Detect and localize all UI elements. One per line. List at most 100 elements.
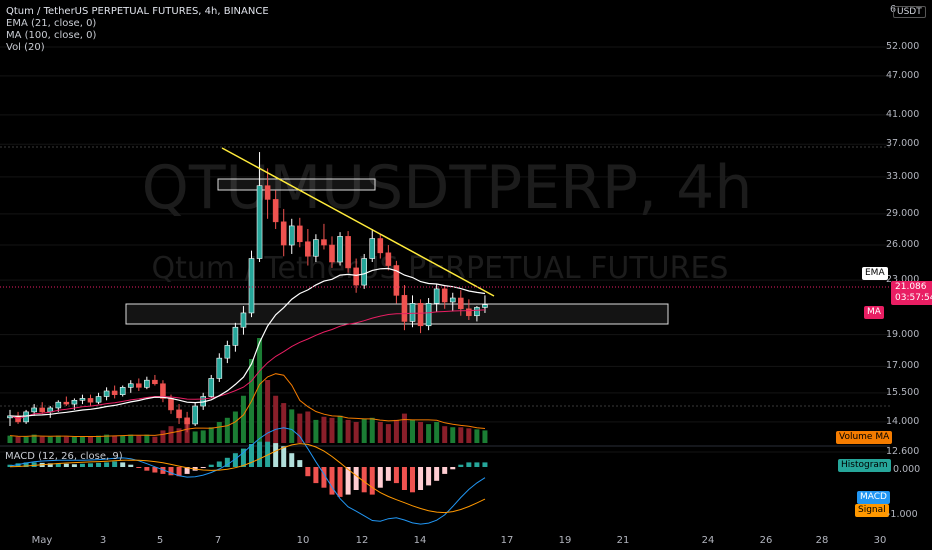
symbol-title[interactable]: Qtum / TetherUS PERPETUAL FUTURES, 4h, B…	[6, 6, 269, 17]
macd-histogram-bar	[393, 467, 399, 484]
macd-histogram-bar	[216, 461, 222, 467]
candle-up	[482, 304, 488, 308]
macd-histogram	[7, 441, 488, 497]
volume-bar	[385, 424, 391, 443]
macd-histogram-bar	[369, 467, 375, 495]
resistance-zone[interactable]	[217, 178, 376, 191]
volume-bar	[458, 427, 464, 443]
volume-bar	[442, 426, 448, 443]
macd-histogram-bar	[257, 441, 263, 467]
macd-histogram-bar	[377, 467, 383, 488]
macd-histogram-bar	[112, 461, 118, 467]
ma-legend[interactable]: MA (100, close, 0)	[6, 30, 97, 41]
time-tick-label: 5	[157, 535, 163, 546]
volume-bar	[369, 417, 375, 443]
candle-up	[224, 345, 231, 359]
macd-histogram-bar	[482, 462, 488, 467]
ema-legend[interactable]: EMA (21, close, 0)	[6, 18, 97, 29]
candle-down	[87, 398, 94, 403]
candle-down	[353, 267, 359, 286]
macd-histogram-bar	[176, 467, 182, 477]
volume-bar	[15, 436, 21, 443]
candle-down	[160, 383, 166, 399]
candle-down	[63, 401, 70, 405]
macd-histogram-bar	[31, 462, 37, 467]
time-tick-label: 3	[100, 535, 106, 546]
volume-bar	[418, 422, 424, 443]
volume-ma-line	[9, 373, 486, 437]
descending-trendline[interactable]	[221, 147, 495, 297]
macd-histogram-bar	[401, 467, 407, 490]
volume-bar	[393, 419, 399, 443]
candle-up	[337, 236, 343, 263]
macd-histogram-bar	[265, 441, 271, 467]
candle-up	[288, 225, 295, 246]
bar-countdown: 03:57:54	[895, 293, 932, 303]
current-price-tag: 21.086 03:57:54	[891, 281, 932, 305]
macd-histogram-bar	[15, 463, 21, 467]
macd-histogram-bar	[104, 462, 110, 467]
price-tick-label: 15.500	[886, 386, 920, 398]
ema-21-line	[9, 267, 486, 418]
volume-bar	[136, 435, 142, 443]
volume-bar	[321, 416, 327, 443]
macd-histogram-bar	[120, 462, 126, 467]
candle-up	[425, 303, 432, 327]
candle-up	[433, 288, 440, 304]
macd-histogram-bar	[345, 467, 351, 495]
candle-down	[168, 398, 174, 411]
volume-bar	[79, 436, 85, 443]
volume-ma-tag: Volume MA	[836, 431, 893, 444]
volume-bar	[410, 419, 415, 443]
volume-bar	[31, 434, 37, 443]
candle-down	[305, 241, 311, 257]
volume-bar	[216, 422, 222, 443]
volume-bar	[426, 424, 432, 443]
macd-histogram-bar	[96, 462, 102, 467]
volume-bar	[168, 426, 174, 443]
volume-bars	[7, 338, 488, 443]
grid-lines	[0, 46, 890, 453]
volume-bar	[176, 428, 182, 443]
macd-histogram-bar	[249, 444, 254, 467]
macd-histogram-bar	[466, 462, 472, 467]
candle-up	[248, 258, 255, 314]
time-tick-label: 7	[215, 535, 221, 546]
candle-down	[280, 221, 287, 246]
candle-down	[184, 417, 190, 425]
signal-tag: Signal	[855, 504, 889, 517]
volume-bar	[337, 415, 343, 443]
candle-up	[474, 307, 480, 317]
volume-bar	[55, 435, 61, 443]
candle-up	[71, 399, 78, 405]
volume-bar	[104, 434, 110, 443]
time-axis[interactable]: May 3 5 7 10 12 14 17 19 21 24 26 28 30	[32, 535, 887, 546]
macd-histogram-bar	[71, 464, 77, 467]
macd-legend[interactable]: MACD (12, 26, close, 9)	[5, 451, 123, 462]
volume-bar	[401, 413, 407, 443]
macd-axis-minus-one: -1.000	[887, 509, 918, 520]
volume-bar	[240, 395, 246, 443]
volume-bar	[23, 436, 29, 443]
macd-histogram-bar	[321, 467, 327, 488]
macd-histogram-bar	[200, 467, 206, 468]
macd-histogram-bar	[55, 463, 61, 467]
macd-histogram-bar	[281, 446, 287, 467]
candle-down	[152, 379, 158, 385]
volume-bar	[265, 380, 271, 443]
candle-down	[457, 297, 464, 310]
ma-100-line	[9, 309, 486, 420]
volume-bar	[39, 436, 45, 443]
currency-selector[interactable]: USDT	[893, 6, 926, 18]
ma-price-tag: MA	[864, 306, 884, 319]
candle-up	[361, 258, 368, 286]
candle-up	[127, 383, 134, 388]
candle-down	[345, 236, 351, 269]
macd-histogram-bar	[297, 460, 303, 467]
macd-histogram-bar	[128, 464, 134, 467]
vol-legend[interactable]: Vol (20)	[6, 42, 45, 53]
volume-bar	[47, 436, 53, 443]
candle-up	[31, 407, 37, 413]
macd-histogram-bar	[458, 464, 464, 467]
